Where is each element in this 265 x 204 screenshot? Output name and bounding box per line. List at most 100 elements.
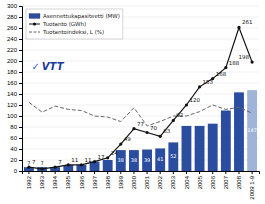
- data-label: 188: [229, 60, 240, 66]
- x-tick-mark: [68, 171, 69, 174]
- x-tick-label: 2004: [184, 175, 190, 189]
- x-tick-mark: [160, 171, 161, 174]
- x-tick: 1993: [39, 171, 45, 189]
- point: [224, 66, 227, 69]
- y-tick-label: 40: [10, 146, 17, 152]
- data-label: 77: [137, 121, 144, 127]
- y-tick-mark: [19, 127, 22, 128]
- point: [159, 135, 162, 138]
- y-tick: 200: [7, 58, 22, 64]
- y-tick-mark: [19, 116, 22, 117]
- data-label: 41: [157, 156, 163, 162]
- x-tick-label: 2007: [223, 175, 229, 189]
- x-tick: 2005: [197, 171, 203, 189]
- x-tick: 2000: [131, 171, 137, 189]
- y-tick: 40: [10, 146, 22, 152]
- point: [93, 160, 96, 163]
- bar: [208, 124, 218, 171]
- y-tick: 280: [7, 14, 22, 20]
- x-tick-label: 2006: [210, 175, 216, 189]
- data-labels: 7738383941521477711111724497770639212015…: [27, 19, 257, 166]
- y-tick: 0: [14, 168, 22, 174]
- x-tick-label: 1993: [39, 175, 45, 189]
- chart: 0204060801001201401601802002202402602803…: [0, 0, 265, 204]
- legend-swatch: [29, 32, 40, 33]
- grid-line: [22, 83, 259, 84]
- data-label: 7: [58, 159, 62, 165]
- grid-line: [22, 94, 259, 95]
- y-tick-mark: [19, 83, 22, 84]
- plot: 0204060801001201401601802002202402602803…: [7, 3, 260, 199]
- point: [172, 119, 175, 122]
- bar: [129, 150, 139, 171]
- y-tick-label: 160: [7, 80, 18, 86]
- annotations: ✓VTT: [31, 61, 64, 72]
- grid: [22, 6, 259, 171]
- legend-frame: [26, 9, 123, 39]
- x-tick-mark: [147, 171, 148, 174]
- annotation: ✓: [31, 61, 39, 72]
- data-label: 198: [239, 54, 250, 60]
- x-tick-label: 2003: [170, 175, 176, 189]
- y-tick-mark: [19, 94, 22, 95]
- line: [29, 27, 252, 168]
- x-tick-label: 2009 1-9: [249, 175, 255, 199]
- x-tick-label: 1999: [118, 175, 124, 189]
- data-label: 63: [163, 128, 170, 134]
- x-tick: 2002: [157, 171, 163, 189]
- x-tick-mark: [173, 171, 174, 174]
- y-tick-label: 280: [7, 14, 18, 20]
- y-tick-mark: [19, 138, 22, 139]
- y-tick-label: 0: [14, 168, 18, 174]
- x-tick-mark: [94, 171, 95, 174]
- y-axis-line: [19, 7, 23, 172]
- bar: [155, 148, 165, 171]
- legend-item: Asennettukapasiteetti (MW): [29, 13, 120, 20]
- data-label: 120: [189, 97, 200, 103]
- data-label: 70: [150, 125, 157, 131]
- bar: [247, 90, 257, 171]
- point: [185, 103, 188, 106]
- point: [67, 163, 70, 166]
- x-tick-label: 2002: [157, 175, 163, 189]
- y-tick-mark: [19, 171, 22, 172]
- data-label: 17: [98, 154, 105, 160]
- x-tick: 2001: [144, 171, 150, 189]
- bar: [103, 160, 113, 171]
- x-tick: 2008: [236, 171, 242, 189]
- legend-marker: [33, 22, 36, 25]
- x-tick-mark: [120, 171, 121, 174]
- bar: [234, 92, 244, 171]
- x-tick: 1994: [52, 171, 58, 189]
- y-tick-mark: [19, 72, 22, 73]
- data-label: 11: [71, 157, 78, 163]
- legend-item: Tuotantoindeksi, L (%): [29, 29, 104, 35]
- y-tick-mark: [19, 17, 22, 18]
- x-tick-label: 2001: [144, 175, 150, 189]
- x-tick-mark: [133, 171, 134, 174]
- x-tick-label: 1998: [105, 175, 111, 189]
- x-tick: 1999: [118, 171, 124, 189]
- y-tick-label: 200: [7, 58, 18, 64]
- bar: [195, 126, 205, 171]
- data-label: 7: [27, 160, 30, 166]
- point: [119, 142, 122, 145]
- data-label: 24: [111, 150, 118, 156]
- x-tick: 2003: [170, 171, 176, 189]
- point: [132, 127, 135, 130]
- y-tick: 160: [7, 80, 22, 86]
- y-tick: 300: [7, 3, 22, 9]
- bar: [168, 142, 178, 171]
- y-tick: 220: [7, 47, 22, 53]
- data-label: 39: [144, 157, 150, 163]
- y-tick-mark: [19, 28, 22, 29]
- y-tick-mark: [19, 50, 22, 51]
- data-label: 168: [216, 71, 227, 77]
- y-tick-mark: [19, 39, 22, 40]
- x-axis-line: [23, 172, 260, 175]
- grid-line: [22, 6, 259, 7]
- bar: [182, 126, 192, 171]
- line: [29, 102, 252, 126]
- point: [40, 167, 43, 170]
- y-tick-label: 220: [7, 47, 18, 53]
